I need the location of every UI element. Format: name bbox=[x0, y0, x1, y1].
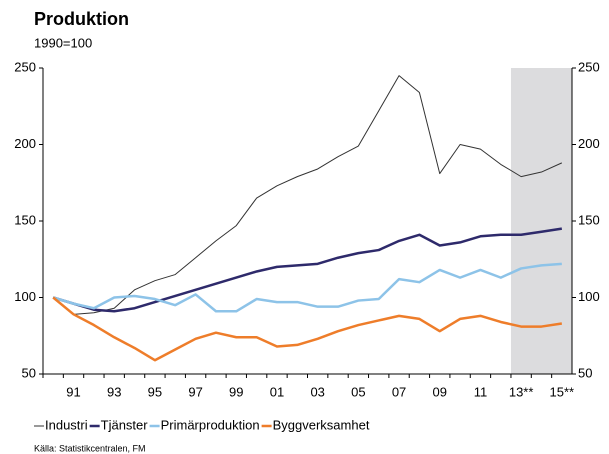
x-tick-label: 13** bbox=[509, 384, 534, 399]
y2-tick-label: 50 bbox=[578, 365, 592, 380]
legend-label: Byggverksamhet bbox=[273, 417, 370, 432]
y-tick-label: 50 bbox=[22, 365, 36, 380]
legend-label: Industri bbox=[45, 417, 88, 432]
y2-tick-label: 200 bbox=[578, 136, 600, 151]
x-tick-label: 93 bbox=[107, 384, 121, 399]
x-tick-label: 15** bbox=[550, 384, 575, 399]
x-tick-label: 05 bbox=[351, 384, 365, 399]
x-tick-label: 09 bbox=[433, 384, 447, 399]
forecast-shade bbox=[510, 68, 572, 374]
y-tick-label: 250 bbox=[14, 59, 36, 74]
y2-tick-label: 150 bbox=[578, 212, 600, 227]
series-line bbox=[52, 262, 562, 313]
x-tick-label: 91 bbox=[66, 384, 80, 399]
x-tick-label: 97 bbox=[188, 384, 202, 399]
chart-subtitle: 1990=100 bbox=[34, 35, 92, 50]
x-tick-label: 11 bbox=[474, 384, 488, 399]
y-tick-label: 100 bbox=[14, 289, 36, 304]
series-line bbox=[52, 75, 563, 315]
x-tick-label: 95 bbox=[148, 384, 162, 399]
chart-title: Produktion bbox=[34, 9, 129, 29]
x-tick-label: 01 bbox=[270, 384, 284, 399]
series-line bbox=[52, 296, 563, 362]
y2-tick-label: 250 bbox=[578, 59, 600, 74]
x-tick-label: 03 bbox=[310, 384, 324, 399]
y-tick-label: 150 bbox=[14, 212, 36, 227]
x-tick-label: 99 bbox=[229, 384, 243, 399]
source: Källa: Statistikcentralen, FM bbox=[34, 443, 146, 453]
legend-label: Primärproduktion bbox=[161, 417, 260, 432]
series-line bbox=[52, 227, 563, 313]
y-tick-label: 200 bbox=[14, 136, 36, 151]
y2-tick-label: 100 bbox=[578, 289, 600, 304]
x-tick-label: 07 bbox=[392, 384, 406, 399]
legend-label: Tjänster bbox=[101, 417, 149, 432]
